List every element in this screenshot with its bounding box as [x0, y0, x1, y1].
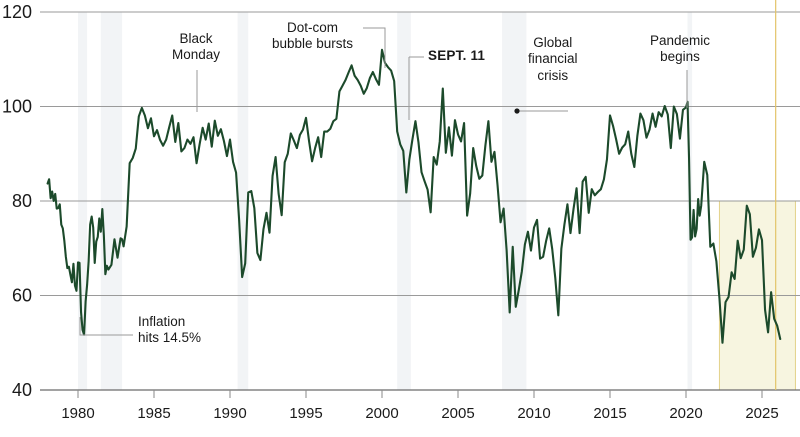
annotation-inflation: Inflation hits 14.5% [138, 314, 202, 346]
x-axis-tick-label: 2015 [593, 405, 626, 422]
x-axis-tick-label: 1990 [213, 405, 246, 422]
x-axis-tick-label: 2025 [745, 405, 778, 422]
x-axis-tick-label: 1995 [289, 405, 322, 422]
x-axis-tick-label: 2005 [441, 405, 474, 422]
series-line-consumer-sentiment [46, 48, 782, 344]
annotation-sept-11: SEPT. 11 [428, 48, 486, 63]
x-axis-tick-label: 2000 [365, 405, 398, 422]
y-axis-tick-label: 60 [12, 286, 32, 306]
annotation-leader-line [363, 27, 386, 68]
annotation-black-monday: Black Monday [172, 31, 221, 63]
annotation-leader-line [79, 317, 133, 336]
x-axis-tick-label: 2020 [669, 405, 702, 422]
annotation-dotcom: Dot-com bubble bursts [272, 20, 354, 52]
y-axis-tick-label: 100 [2, 97, 32, 117]
annotation-gfc: Global financial crisis [528, 35, 578, 83]
annotation-dot-marker [514, 108, 520, 114]
x-axis-tick-label: 2010 [517, 405, 550, 422]
y-axis-tick-label: 120 [2, 2, 32, 22]
x-axis-tick-label: 1980 [61, 405, 94, 422]
x-axis-tick-label: 1985 [137, 405, 170, 422]
y-axis-tick-label: 80 [12, 191, 32, 211]
annotation-pandemic: Pandemic begins [650, 33, 711, 65]
y-axis-tick-label: 40 [12, 380, 32, 400]
